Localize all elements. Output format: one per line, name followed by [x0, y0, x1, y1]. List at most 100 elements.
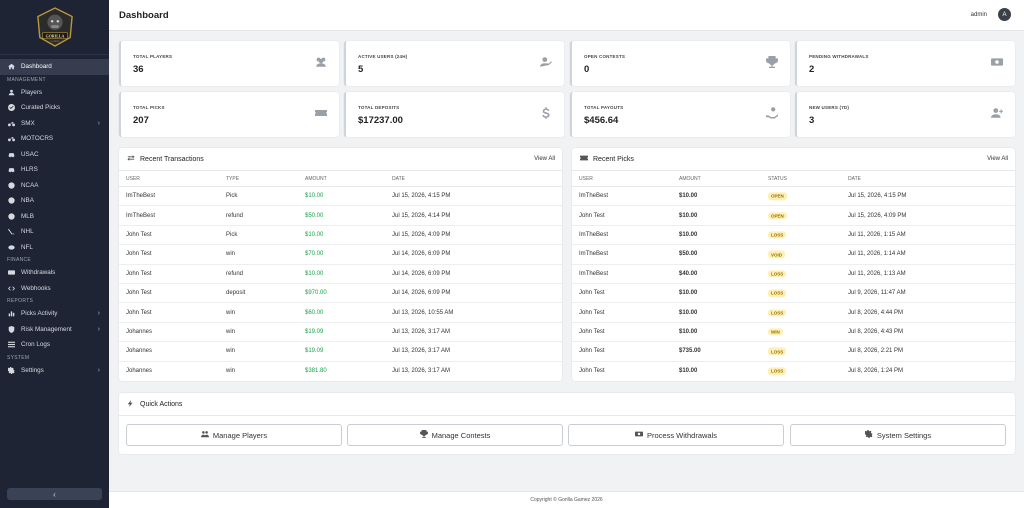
sidebar-item-mlb[interactable]: MLB: [0, 209, 109, 225]
sidebar-item-nba[interactable]: NBA: [0, 193, 109, 209]
ticket-icon: [315, 107, 327, 119]
status-badge: WIN: [768, 328, 783, 336]
sidebar-item-usac[interactable]: USAC: [0, 147, 109, 163]
table-row[interactable]: ImTheBest Pick $10.00 Jul 15, 2026, 4:15 PM: [119, 187, 562, 207]
sidebar-item-label: NFL: [21, 243, 33, 251]
button-label: Manage Players: [212, 430, 268, 440]
user-cell: John Test: [126, 251, 152, 258]
process-withdrawals-button[interactable]: Process Withdrawals: [568, 424, 784, 446]
table-row[interactable]: John Test Pick $10.00 Jul 15, 2026, 4:09 PM: [119, 226, 562, 246]
user-cell: Johannes: [126, 328, 153, 335]
sidebar-item-hlrs[interactable]: HLRS: [0, 162, 109, 178]
table-row[interactable]: Johannes win $19.09 Jul 13, 2026, 3:17 AM: [119, 323, 562, 343]
table-row[interactable]: ImTheBest $50.00 VOID Jul 11, 2026, 1:14 AM: [572, 245, 1015, 265]
table-row[interactable]: ImTheBest $40.00 LOSS Jul 11, 2026, 1:13 AM: [572, 265, 1015, 284]
football-icon: [7, 243, 15, 251]
table-row[interactable]: John Test $10.00 WIN Jul 8, 2026, 4:43 PM: [572, 323, 1015, 343]
table-row[interactable]: ImTheBest $10.00 OPEN Jul 15, 2026, 4:15 PM: [572, 187, 1015, 207]
amount-cell: $10.00: [679, 328, 698, 335]
date-cell: Jul 13, 2026, 3:17 AM: [392, 368, 451, 375]
sidebar-item-dashboard[interactable]: Dashboard: [0, 59, 109, 75]
table-header: USER AMOUNT STATUS DATE: [572, 171, 1015, 187]
amount-cell: $10.00: [679, 193, 698, 200]
panel-title: Quick Actions: [140, 400, 183, 408]
chevron-right-icon: ›: [97, 310, 100, 317]
sidebar-item-settings[interactable]: Settings ›: [0, 363, 109, 379]
table-row[interactable]: ImTheBest $10.00 LOSS Jul 11, 2026, 1:15 AM: [572, 226, 1015, 246]
sidebar-item-nhl[interactable]: NHL: [0, 224, 109, 240]
user-cell: John Test: [579, 368, 605, 375]
sidebar-item-nfl[interactable]: NFL: [0, 240, 109, 256]
status-badge: OPEN: [768, 192, 787, 200]
table-row[interactable]: John Test $10.00 LOSS Jul 9, 2026, 11:47 AM: [572, 284, 1015, 304]
table-row[interactable]: John Test $10.00 LOSS Jul 8, 2026, 1:24 PM: [572, 362, 1015, 381]
column-header-amount: AMOUNT: [679, 175, 701, 182]
table-row[interactable]: John Test $10.00 OPEN Jul 15, 2026, 4:09 PM: [572, 206, 1015, 226]
date-cell: Jul 8, 2026, 4:44 PM: [848, 309, 904, 316]
avatar[interactable]: A: [998, 8, 1011, 21]
gear-icon: [7, 366, 15, 374]
table-header: USER TYPE AMOUNT DATE: [119, 171, 562, 187]
svg-text:GORILLA: GORILLA: [45, 33, 64, 38]
sidebar-item-label: Withdrawals: [21, 269, 56, 277]
stat-value: 2: [809, 64, 815, 75]
table-row[interactable]: Johannes win $19.09 Jul 13, 2026, 3:17 AM: [119, 342, 562, 362]
sidebar-item-withdrawals[interactable]: Withdrawals: [0, 265, 109, 281]
date-cell: Jul 14, 2026, 6:09 PM: [392, 290, 451, 297]
sidebar-item-cron-logs[interactable]: Cron Logs: [0, 337, 109, 353]
chevron-right-icon: ›: [97, 119, 100, 127]
stat-value: $17237.00: [358, 115, 403, 126]
user-name[interactable]: admin: [970, 12, 987, 18]
amount-cell: $10.00: [679, 231, 698, 238]
stat-value: 0: [584, 64, 590, 75]
table-row[interactable]: John Test $10.00 LOSS Jul 8, 2026, 4:44 PM: [572, 303, 1015, 323]
amount-cell: $19.09: [305, 328, 324, 335]
sidebar-item-ncaa[interactable]: NCAA: [0, 178, 109, 194]
amount-cell: $40.00: [679, 270, 698, 277]
table-row[interactable]: John Test $735.00 LOSS Jul 8, 2026, 2:21 PM: [572, 342, 1015, 362]
sidebar-item-curated-picks[interactable]: Curated Picks: [0, 100, 109, 116]
gorilla-gamez-logo[interactable]: GORILLA GAMEZ: [36, 7, 74, 47]
amount-cell: $10.00: [305, 193, 324, 200]
type-cell: win: [226, 348, 236, 355]
check-circle-icon: [7, 104, 15, 112]
table-row[interactable]: John Test win $70.00 Jul 14, 2026, 6:09 PM: [119, 245, 562, 265]
date-cell: Jul 14, 2026, 6:09 PM: [392, 270, 451, 277]
manage-players-button[interactable]: Manage Players: [126, 424, 342, 446]
sidebar-item-motocrs[interactable]: MOTOCRS: [0, 131, 109, 147]
type-cell: refund: [226, 270, 244, 277]
table-row[interactable]: John Test refund $10.00 Jul 14, 2026, 6:09 …: [119, 265, 562, 284]
sidebar-item-picks-activity[interactable]: Picks Activity ›: [0, 306, 109, 322]
table-row[interactable]: John Test deposit $970.00 Jul 14, 2026, 6:0…: [119, 284, 562, 304]
status-badge: LOSS: [768, 347, 787, 355]
sidebar-item-webhooks[interactable]: Webhooks: [0, 281, 109, 297]
race-car-icon: [7, 166, 15, 174]
gear-icon: [864, 430, 877, 440]
view-all-transactions-link[interactable]: View All: [534, 156, 555, 162]
stat-label: TOTAL PLAYERS: [133, 54, 173, 59]
sidebar-item-risk-management[interactable]: Risk Management ›: [0, 322, 109, 338]
baseball-icon: [7, 212, 15, 220]
sidebar-collapse-button[interactable]: ‹: [7, 488, 102, 500]
table-row[interactable]: Johannes win $381.80 Jul 13, 2026, 3:17 AM: [119, 362, 562, 381]
system-settings-button[interactable]: System Settings: [790, 424, 1006, 446]
table-row[interactable]: ImTheBest refund $50.00 Jul 15, 2026, 4:14 …: [119, 206, 562, 226]
user-plus-icon: [991, 107, 1003, 119]
nav-section-management: MANAGEMENT: [7, 76, 46, 83]
user-cell: John Test: [579, 290, 605, 297]
type-cell: win: [226, 328, 236, 335]
status-badge: LOSS: [768, 367, 787, 375]
sidebar: GORILLA GAMEZ Dashboard MANAGEMENT Players…: [0, 0, 109, 508]
status-cell: LOSS: [768, 367, 787, 375]
table-row[interactable]: John Test win $60.00 Jul 13, 2026, 10:55 AM: [119, 303, 562, 323]
manage-contests-button[interactable]: Manage Contests: [347, 424, 563, 446]
shield-icon: [7, 325, 15, 333]
user-cell: ImTheBest: [126, 193, 156, 200]
stat-card-total-payouts: TOTAL PAYOUTS $456.64: [570, 92, 790, 137]
code-icon: [7, 284, 15, 292]
sidebar-item-label: MLB: [21, 212, 34, 220]
sidebar-item-smx[interactable]: SMX ›: [0, 116, 109, 132]
sidebar-item-players[interactable]: Players: [0, 85, 109, 101]
recent-transactions-panel: Recent Transactions View All USER TYPE AMO…: [119, 148, 562, 381]
view-all-picks-link[interactable]: View All: [987, 156, 1008, 162]
